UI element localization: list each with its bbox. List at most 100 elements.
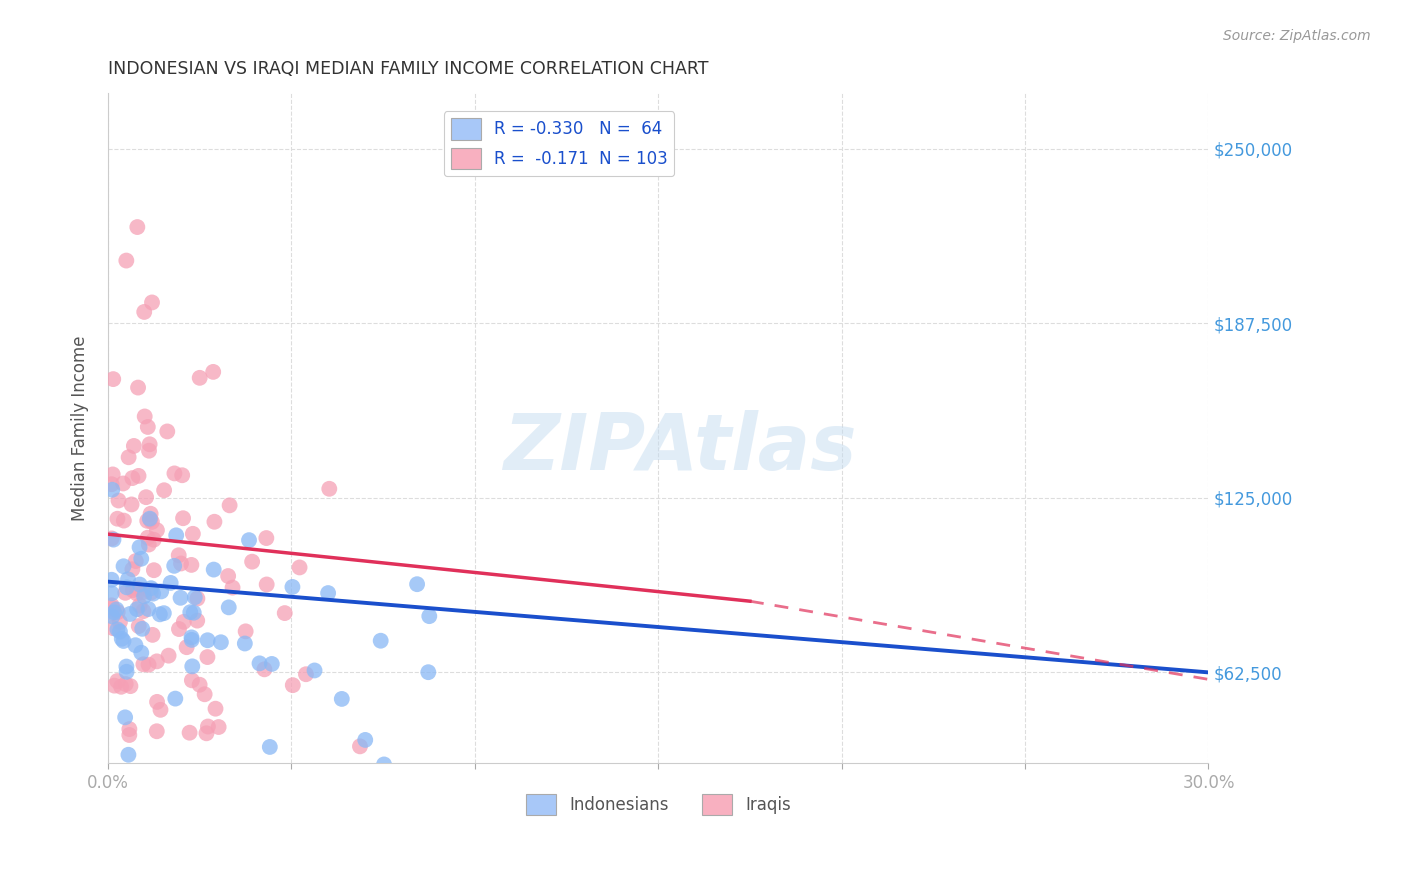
Point xyxy=(107,493,129,508)
Point xyxy=(406,577,429,591)
Point xyxy=(202,365,225,379)
Point xyxy=(141,295,163,310)
Point xyxy=(132,585,155,599)
Point xyxy=(100,573,122,587)
Point xyxy=(112,514,135,528)
Point xyxy=(295,667,318,681)
Point xyxy=(249,657,271,671)
Point xyxy=(259,739,281,754)
Point xyxy=(105,674,128,689)
Point xyxy=(218,600,240,615)
Point xyxy=(112,634,135,648)
Point xyxy=(101,609,124,624)
Point xyxy=(139,507,162,521)
Point xyxy=(221,581,243,595)
Point xyxy=(204,701,226,715)
Point xyxy=(131,622,153,636)
Point xyxy=(100,599,122,613)
Point xyxy=(139,585,162,599)
Point xyxy=(115,665,138,679)
Point xyxy=(181,659,204,673)
Point xyxy=(157,648,180,663)
Point xyxy=(134,409,156,424)
Point xyxy=(132,657,155,672)
Point xyxy=(100,532,122,546)
Point xyxy=(184,591,207,605)
Point xyxy=(118,722,141,736)
Point xyxy=(418,665,440,680)
Point xyxy=(121,498,143,512)
Point xyxy=(127,220,149,235)
Point xyxy=(142,533,165,547)
Point xyxy=(112,559,135,574)
Point xyxy=(128,599,150,613)
Point xyxy=(179,605,201,619)
Point xyxy=(118,607,141,621)
Point xyxy=(163,467,186,481)
Point xyxy=(318,482,340,496)
Point xyxy=(136,420,159,434)
Point xyxy=(101,483,124,497)
Point xyxy=(194,687,217,701)
Point xyxy=(103,679,125,693)
Point xyxy=(108,624,131,639)
Y-axis label: Median Family Income: Median Family Income xyxy=(72,335,89,521)
Point xyxy=(181,526,204,541)
Point xyxy=(172,468,194,483)
Point xyxy=(142,587,165,601)
Point xyxy=(209,635,232,649)
Point xyxy=(136,514,159,528)
Text: INDONESIAN VS IRAQI MEDIAN FAMILY INCOME CORRELATION CHART: INDONESIAN VS IRAQI MEDIAN FAMILY INCOME… xyxy=(108,60,709,78)
Point xyxy=(107,605,129,619)
Point xyxy=(114,586,136,600)
Point xyxy=(129,551,152,566)
Point xyxy=(373,757,395,772)
Point xyxy=(330,692,353,706)
Point xyxy=(114,710,136,724)
Point xyxy=(128,577,150,591)
Point xyxy=(117,572,139,586)
Point xyxy=(153,483,176,498)
Point xyxy=(370,633,392,648)
Point xyxy=(146,724,169,739)
Point xyxy=(122,583,145,598)
Point xyxy=(173,615,195,629)
Point xyxy=(105,602,128,616)
Point xyxy=(233,636,256,650)
Point xyxy=(253,662,276,676)
Point xyxy=(274,606,297,620)
Point xyxy=(254,531,277,545)
Point xyxy=(302,785,325,799)
Point xyxy=(148,801,170,815)
Point xyxy=(103,533,125,547)
Point xyxy=(165,528,187,542)
Point xyxy=(260,657,283,671)
Point xyxy=(146,695,169,709)
Point xyxy=(107,623,129,637)
Point xyxy=(153,606,176,620)
Point xyxy=(167,548,190,562)
Point xyxy=(418,609,440,624)
Point xyxy=(349,739,371,754)
Point xyxy=(204,515,226,529)
Point xyxy=(304,664,326,678)
Point xyxy=(128,619,150,633)
Point xyxy=(132,590,155,604)
Point xyxy=(114,677,136,691)
Point xyxy=(281,580,304,594)
Point xyxy=(176,640,198,655)
Point xyxy=(146,523,169,537)
Point xyxy=(180,632,202,647)
Point xyxy=(101,621,124,635)
Point xyxy=(197,719,219,733)
Point xyxy=(110,680,132,694)
Point xyxy=(135,490,157,504)
Point xyxy=(142,563,165,577)
Point xyxy=(124,638,146,652)
Point xyxy=(125,586,148,600)
Point xyxy=(149,607,172,622)
Text: Source: ZipAtlas.com: Source: ZipAtlas.com xyxy=(1223,29,1371,43)
Point xyxy=(156,425,179,439)
Point xyxy=(120,679,142,693)
Point xyxy=(202,813,225,827)
